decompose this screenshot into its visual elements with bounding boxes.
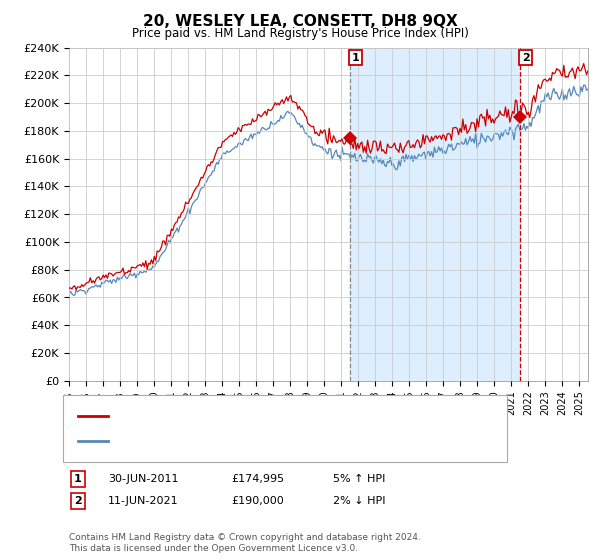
Text: 1: 1 — [74, 474, 82, 484]
Text: 1: 1 — [352, 53, 359, 63]
Text: £174,995: £174,995 — [231, 474, 284, 484]
Text: 20, WESLEY LEA, CONSETT, DH8 9QX (detached house): 20, WESLEY LEA, CONSETT, DH8 9QX (detach… — [114, 410, 403, 421]
Text: Contains HM Land Registry data © Crown copyright and database right 2024.
This d: Contains HM Land Registry data © Crown c… — [69, 533, 421, 553]
Text: Price paid vs. HM Land Registry's House Price Index (HPI): Price paid vs. HM Land Registry's House … — [131, 27, 469, 40]
Text: 20, WESLEY LEA, CONSETT, DH8 9QX: 20, WESLEY LEA, CONSETT, DH8 9QX — [143, 14, 457, 29]
Text: HPI: Average price, detached house, County Durham: HPI: Average price, detached house, Coun… — [114, 436, 389, 446]
Text: 11-JUN-2021: 11-JUN-2021 — [108, 496, 179, 506]
Text: 2: 2 — [74, 496, 82, 506]
Bar — [350, 48, 520, 381]
Text: 2% ↓ HPI: 2% ↓ HPI — [333, 496, 386, 506]
Text: £190,000: £190,000 — [231, 496, 284, 506]
Text: 30-JUN-2011: 30-JUN-2011 — [108, 474, 179, 484]
Text: 2: 2 — [521, 53, 529, 63]
Text: 5% ↑ HPI: 5% ↑ HPI — [333, 474, 385, 484]
